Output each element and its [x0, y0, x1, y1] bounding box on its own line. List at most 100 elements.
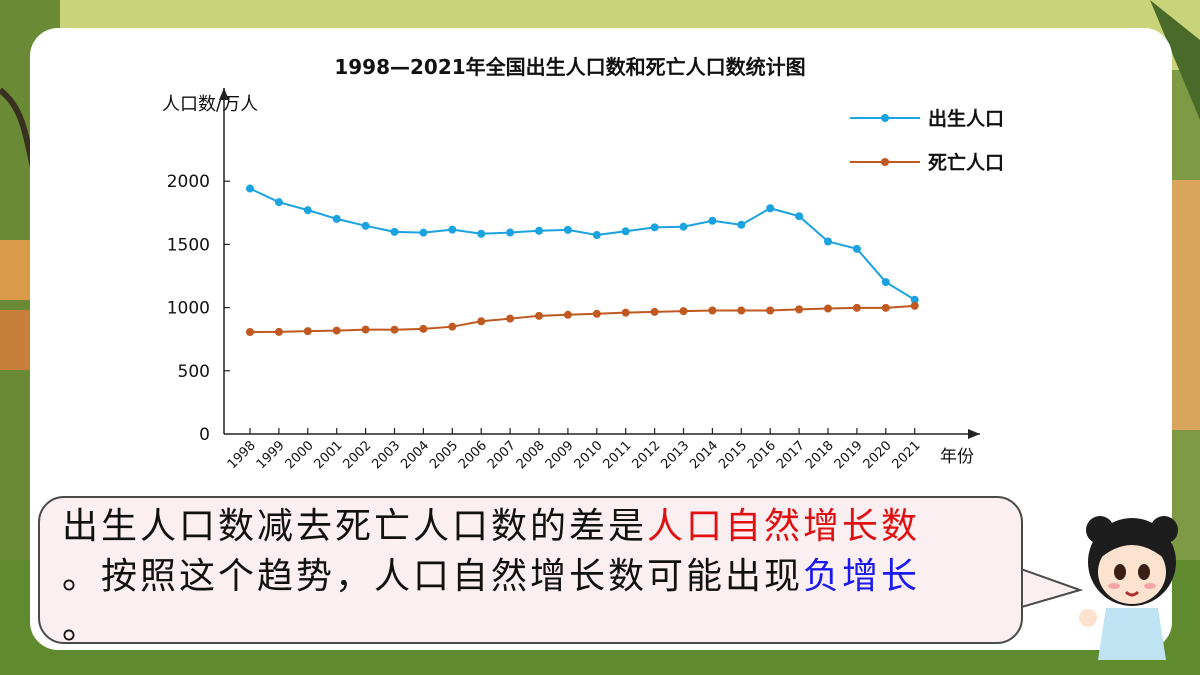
line-chart: 1998—2021年全国出生人口数和死亡人口数统计图 人口数/万人 年份 0 50…: [162, 55, 1004, 472]
x-tick-label: 2016: [745, 438, 779, 472]
x-tick-label: 2012: [629, 438, 663, 472]
bubble-text: 。: [62, 606, 102, 647]
data-point: [477, 229, 486, 238]
x-tick-label: 2017: [774, 438, 808, 472]
bubble-line-2: 。按照这个趋势，人口自然增长数可能出现负增长: [62, 552, 999, 602]
series-deaths: [246, 301, 919, 336]
bubble-line-1: 出生人口数减去死亡人口数的差是人口自然增长数: [62, 502, 999, 552]
data-point: [621, 308, 630, 317]
data-point: [881, 278, 890, 287]
data-point: [910, 295, 919, 304]
x-tick-label: 2005: [427, 438, 461, 472]
x-axis-arrow: [968, 429, 980, 439]
legend-marker: [881, 158, 889, 166]
speech-bubble-tail: [1018, 567, 1084, 609]
x-tick-label: 2008: [514, 438, 548, 472]
data-point: [592, 309, 601, 318]
x-tick-label: 2020: [861, 438, 895, 472]
data-point: [332, 326, 341, 335]
x-tick-label: 2019: [832, 438, 866, 472]
y-ticks: 0 500 1000 1500 2000: [167, 172, 230, 445]
data-point: [881, 303, 890, 312]
data-point: [708, 306, 717, 315]
data-point: [592, 231, 601, 240]
data-point: [766, 204, 775, 213]
data-point: [679, 222, 688, 231]
chart-axes: [219, 88, 980, 439]
data-point: [274, 327, 283, 336]
cartoon-girl-icon: [1079, 516, 1178, 660]
data-point: [766, 306, 775, 315]
x-tick-label: 2021: [890, 438, 924, 472]
y-tick-label: 1500: [167, 235, 210, 255]
series-line: [249, 187, 916, 301]
data-point: [679, 307, 688, 316]
y-axis-label: 人口数/万人: [162, 94, 258, 115]
chart-series: [246, 184, 919, 336]
data-point: [361, 325, 370, 334]
legend-label: 出生人口: [928, 107, 1004, 130]
x-tick-label: 2002: [340, 438, 374, 472]
legend-label: 死亡人口: [928, 151, 1004, 174]
y-tick-label: 1000: [167, 299, 210, 319]
data-point: [419, 228, 428, 237]
data-point: [506, 228, 515, 237]
x-axis-label: 年份: [940, 447, 974, 467]
data-point: [246, 327, 254, 336]
data-point: [650, 307, 659, 316]
x-tick-label: 2006: [456, 438, 490, 472]
x-tick-label: 2004: [398, 438, 432, 472]
data-point: [852, 303, 861, 312]
x-tick-label: 2000: [283, 438, 317, 472]
data-point: [448, 322, 457, 331]
data-point: [535, 311, 543, 320]
explanation-speech-bubble: 出生人口数减去死亡人口数的差是人口自然增长数 。按照这个趋势，人口自然增长数可能…: [38, 496, 1023, 647]
data-point: [563, 225, 572, 234]
data-point: [448, 225, 457, 234]
y-tick-label: 0: [199, 425, 210, 445]
data-point: [910, 301, 919, 310]
x-tick-label: 2014: [687, 438, 721, 472]
data-point: [795, 305, 804, 314]
x-tick-label: 2001: [312, 438, 346, 472]
data-point: [361, 221, 370, 230]
data-point: [303, 327, 312, 336]
data-point: [852, 244, 861, 253]
y-axis-arrow: [219, 88, 229, 100]
series-line: [249, 304, 915, 333]
highlight-natural-growth: 人口自然增长数: [647, 506, 921, 547]
legend-marker: [881, 114, 889, 122]
series-births: [246, 184, 919, 304]
chart-title: 1998—2021年全国出生人口数和死亡人口数统计图: [334, 55, 805, 79]
data-point: [506, 314, 515, 323]
x-tick-label: 2010: [572, 438, 606, 472]
data-point: [246, 184, 254, 193]
x-tick-label: 2015: [716, 438, 750, 472]
data-point: [737, 306, 746, 315]
data-point: [535, 226, 543, 235]
data-point: [824, 237, 832, 246]
highlight-negative-growth: 负增长: [803, 556, 921, 597]
x-tick-label: 2011: [601, 438, 635, 472]
x-tick-label: 1998: [225, 438, 259, 472]
data-point: [708, 216, 717, 225]
data-point: [650, 223, 659, 232]
y-tick-label: 500: [178, 362, 210, 382]
x-tick-label: 2013: [658, 438, 692, 472]
y-tick-label: 2000: [167, 172, 210, 192]
data-point: [419, 324, 428, 333]
data-point: [737, 220, 746, 229]
bubble-line-3: 。: [62, 602, 999, 652]
data-point: [563, 310, 572, 319]
x-tick-label: 1999: [254, 438, 288, 472]
data-point: [621, 227, 630, 236]
x-tick-label: 2003: [369, 438, 403, 472]
data-point: [303, 206, 312, 215]
data-point: [477, 317, 486, 326]
bubble-text: 出生人口数减去死亡人口数的差是: [62, 506, 648, 547]
x-tick-label: 2009: [543, 438, 577, 472]
x-tick-label: 2007: [485, 438, 519, 472]
data-point: [390, 325, 399, 334]
bubble-text: 。按照这个趋势，人口自然增长数可能出现: [62, 556, 804, 597]
